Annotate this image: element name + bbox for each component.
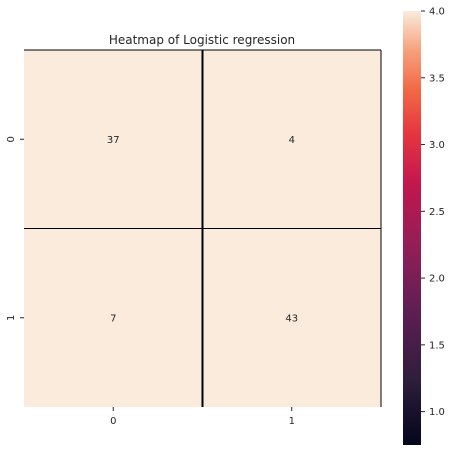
heatmap-cell-1-0 — [24, 228, 203, 407]
heatmap-cells — [24, 50, 381, 407]
colorbar-tick-label: 3.0 — [429, 140, 445, 151]
heatmap-cell-1-1 — [202, 228, 381, 407]
cell-value-label: 7 — [110, 313, 116, 324]
heatmap-grid-lines — [24, 49, 382, 407]
chart-title: Heatmap of Logistic regression — [109, 33, 295, 47]
y-tick-label: 0 — [6, 136, 17, 142]
x-tick-label: 1 — [289, 416, 295, 427]
y-axis-ticks: 01 — [6, 136, 24, 321]
cell-value-label: 43 — [285, 313, 298, 324]
cell-value-label: 4 — [289, 135, 295, 146]
heatmap-cell-labels: 37 4 7 43 — [107, 135, 298, 325]
colorbar-tick-label: 1.5 — [429, 340, 445, 351]
colorbar-tick-label: 4.0 — [429, 7, 445, 18]
colorbar-tick-label: 2.0 — [429, 274, 445, 285]
cell-value-label: 37 — [107, 135, 120, 146]
y-tick-label: 1 — [6, 315, 17, 321]
x-tick-label: 0 — [110, 416, 116, 427]
heatmap-cell-0-1 — [202, 50, 381, 229]
heatmap-cell-0-0 — [24, 50, 203, 229]
colorbar-tick-label: 1.0 — [429, 407, 445, 418]
colorbar — [403, 11, 421, 445]
colorbar-tick-label: 2.5 — [429, 207, 445, 218]
colorbar-gradient — [403, 11, 421, 445]
colorbar-tick-label: 3.5 — [429, 73, 445, 84]
colorbar-ticks: 1.0 1.5 2.0 2.5 3.0 3.5 4.0 — [421, 7, 445, 418]
